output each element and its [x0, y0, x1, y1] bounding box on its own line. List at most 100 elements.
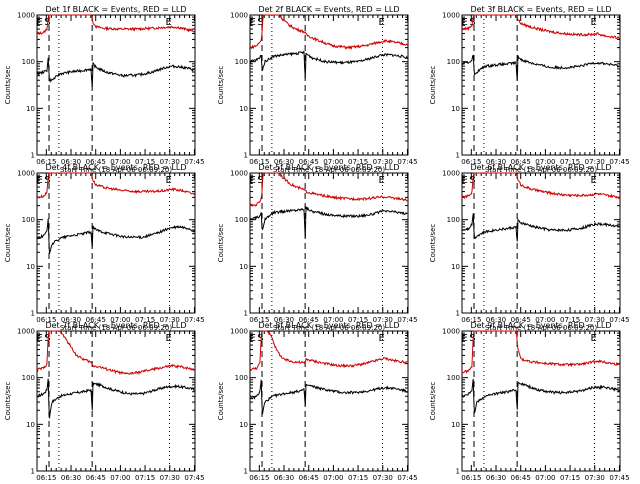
x-tick-label: 06:45: [511, 474, 531, 480]
y-tick-label: 10: [239, 263, 248, 271]
y-axis-label: Counts/sec: [217, 224, 225, 263]
event-marker-e: E: [591, 175, 597, 186]
y-tick-label: 10: [239, 105, 248, 113]
x-tick-label: 06:45: [86, 158, 106, 166]
x-axis-label: Start Time (18-Apr-06 06:09:20): [60, 166, 172, 174]
y-tick-label: 1000: [230, 170, 248, 178]
x-tick-label: 07:00: [535, 474, 555, 480]
panel-det-3f: Det 3f BLACK = Events, RED = LLD 1 10 100 10…: [429, 5, 630, 174]
x-tick-label: 06:15: [249, 316, 269, 324]
x-tick-label: 07:30: [160, 316, 180, 324]
x-tick-label: 06:45: [511, 316, 531, 324]
y-tick-label: 10: [451, 421, 460, 429]
events-series-line: [461, 54, 620, 81]
plot-frame: [249, 14, 409, 156]
x-tick-label: 07:15: [135, 158, 155, 166]
events-series-line: [249, 205, 408, 238]
y-tick-label: 10: [26, 263, 35, 271]
x-tick-label: 07:45: [609, 316, 629, 324]
x-tick-label: 07:15: [135, 474, 155, 480]
panel-det-1f: Det 1f BLACK = Events, RED = LLD 1 10 100 10…: [4, 5, 205, 174]
panel-title: Det 3f BLACK = Events, RED = LLD: [470, 5, 611, 14]
y-tick-label: 1000: [442, 170, 460, 178]
event-marker-e: E: [166, 17, 172, 28]
plot-frame: [249, 330, 409, 472]
x-tick-label: 07:30: [373, 316, 393, 324]
plot-frame: [461, 330, 621, 472]
panel-title: Det 2f BLACK = Events, RED = LLD: [258, 5, 399, 14]
panel-title: Det 5f BLACK = Events, RED = LLD: [258, 163, 399, 172]
y-tick-label: 100: [22, 58, 35, 66]
x-tick-label: 07:00: [535, 316, 555, 324]
x-tick-label: 06:15: [36, 158, 56, 166]
plot-frame: [249, 172, 409, 314]
event-marker-s: S: [469, 333, 475, 344]
x-tick-label: 07:00: [110, 158, 130, 166]
y-tick-label: 10: [239, 421, 248, 429]
x-tick-label: 06:45: [86, 316, 106, 324]
y-tick-label: 1: [244, 468, 248, 476]
panel-title: Det 1f BLACK = Events, RED = LLD: [45, 5, 186, 14]
x-tick-label: 07:45: [397, 158, 417, 166]
panel-det-4f: Det 4f BLACK = Events, RED = LLD 1 10 100 10…: [4, 163, 205, 332]
x-tick-label: 06:30: [486, 158, 506, 166]
plot-frame: [461, 14, 621, 156]
x-tick-label: 07:15: [135, 316, 155, 324]
event-marker-e: E: [591, 333, 597, 344]
event-marker-e: E: [379, 17, 385, 28]
x-tick-label: 06:45: [299, 158, 319, 166]
panel-title: Det 9f BLACK = Events, RED = LLD: [470, 321, 611, 330]
event-marker-e: E: [461, 333, 467, 344]
x-tick-label: 07:30: [585, 316, 605, 324]
plot-frame: [36, 330, 196, 472]
x-tick-label: 07:45: [609, 158, 629, 166]
events-series-line: [36, 57, 195, 88]
x-tick-label: 06:45: [299, 316, 319, 324]
x-axis-label: Start Time (18-Apr-06 06:09:20): [60, 324, 172, 332]
x-tick-label: 06:30: [274, 474, 294, 480]
y-tick-label: 100: [447, 374, 460, 382]
x-tick-label: 06:15: [249, 158, 269, 166]
y-axis-label: Counts/sec: [4, 382, 12, 421]
events-series-line: [249, 379, 408, 415]
y-tick-label: 100: [235, 374, 248, 382]
x-tick-label: 07:30: [160, 474, 180, 480]
x-tick-label: 07:00: [323, 316, 343, 324]
y-axis-label: Counts/sec: [217, 66, 225, 105]
x-tick-label: 07:00: [323, 158, 343, 166]
event-marker-s: S: [44, 175, 50, 186]
lld-series-line: [249, 14, 408, 50]
event-marker-e: E: [166, 175, 172, 186]
x-tick-label: 06:30: [274, 158, 294, 166]
y-tick-label: 1000: [442, 328, 460, 336]
events-series-line: [461, 213, 620, 242]
lld-series-line: [249, 172, 408, 207]
x-tick-label: 07:15: [560, 158, 580, 166]
x-tick-label: 07:30: [585, 158, 605, 166]
y-tick-label: 1000: [230, 328, 248, 336]
y-tick-label: 1: [456, 152, 460, 160]
x-tick-label: 07:45: [397, 474, 417, 480]
y-axis-label: Counts/sec: [429, 66, 437, 105]
panel-det-9f: Det 9f BLACK = Events, RED = LLD 1 10 100 10…: [429, 321, 630, 484]
lld-series-line: [461, 172, 620, 200]
x-tick-label: 06:15: [461, 158, 481, 166]
y-tick-label: 1000: [17, 170, 35, 178]
x-tick-label: 06:15: [461, 474, 481, 480]
event-marker-e: E: [166, 333, 172, 344]
x-tick-label: 06:30: [274, 316, 294, 324]
event-marker-e: E: [36, 17, 42, 28]
y-tick-label: 1: [244, 310, 248, 318]
y-tick-label: 1: [456, 310, 460, 318]
x-tick-label: 06:30: [61, 316, 81, 324]
x-tick-label: 07:30: [373, 158, 393, 166]
y-tick-label: 100: [22, 216, 35, 224]
event-marker-e: E: [249, 333, 255, 344]
y-axis-label: Counts/sec: [217, 382, 225, 421]
x-tick-label: 07:45: [184, 474, 204, 480]
panel-det-5f: Det 5f BLACK = Events, RED = LLD 1 10 100 10…: [217, 163, 418, 332]
plot-frame: [36, 14, 196, 156]
lld-series-line: [249, 330, 408, 371]
